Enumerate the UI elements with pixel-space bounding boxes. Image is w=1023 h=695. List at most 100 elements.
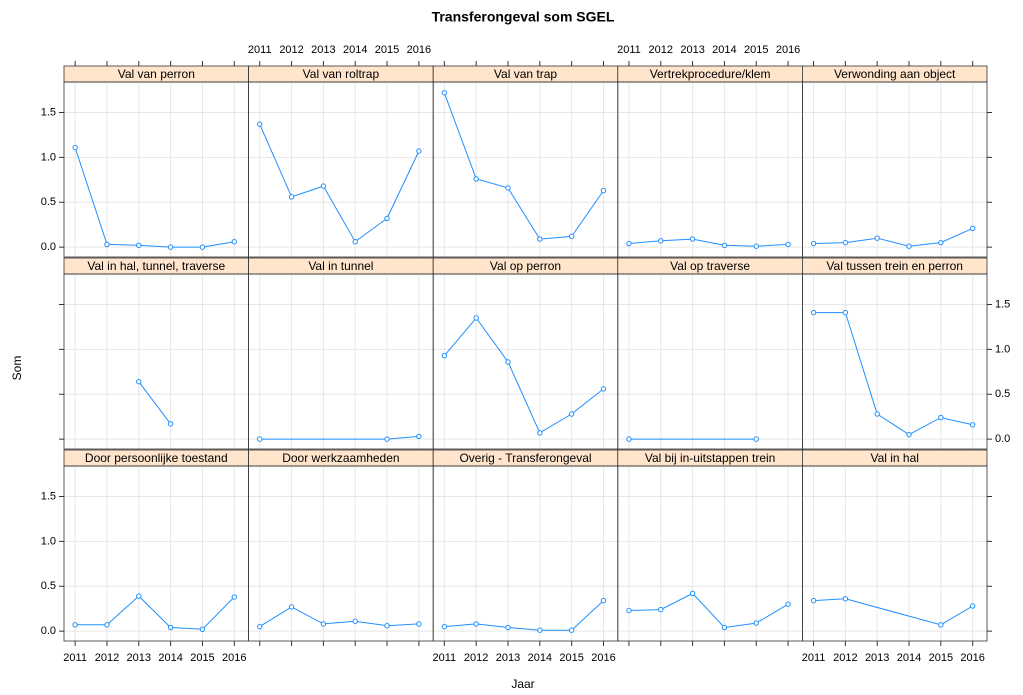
x-tick-label: 2015 [190,652,214,664]
marker [288,604,295,610]
strip-label: Vertrekprocedure/klem [650,67,771,81]
x-tick-label: 2014 [897,652,921,664]
panel [248,465,434,642]
panel [248,273,434,450]
marker [384,623,390,629]
x-tick-label: 2014 [158,652,182,664]
strip-label: Val bij in-uitstappen trein [645,451,776,465]
line [259,435,419,440]
panel [617,273,803,450]
marker [441,352,448,359]
marker [473,315,479,321]
strip-label: Val in hal [870,451,918,465]
marker [72,144,78,151]
line [813,598,973,626]
strip-label: Door persoonlijke toestand [85,451,228,465]
marker [537,430,543,436]
x-tick-label: 2011 [248,44,272,56]
y-tick-label: 0.0 [41,625,56,637]
marker [416,433,422,440]
panel [617,81,803,258]
panel [63,273,250,450]
x-tick-label: 2015 [375,44,399,56]
marker [537,236,543,242]
x-tick-label: 2016 [591,652,615,664]
line [75,595,235,630]
marker [320,621,327,627]
marker [257,121,263,127]
marker [568,627,575,633]
marker [689,590,696,597]
marker [505,624,511,631]
marker [600,187,607,194]
marker [257,436,263,442]
chart-title: Transferongeval som SGEL [432,9,615,25]
marker [384,215,390,222]
x-tick-label: 2014 [712,44,736,56]
x-tick-label: 2012 [464,652,488,664]
marker [938,622,944,628]
marker [842,239,849,246]
marker [969,422,976,428]
x-tick-label: 2015 [929,652,953,664]
marker [938,414,944,421]
panel [802,273,988,450]
y-tick-label: 0.0 [41,241,56,253]
marker [721,242,728,249]
marker [537,627,543,633]
x-tick-label: 2011 [617,44,641,56]
marker [136,242,142,249]
marker [600,597,607,604]
line [259,123,420,243]
marker [753,436,759,442]
strip-label: Val op perron [490,259,561,273]
y-tick-label: 1.5 [41,106,56,118]
marker [352,239,358,245]
line [74,147,235,248]
x-tick-label: 2012 [833,652,857,664]
y-tick-label: 1.0 [995,343,1010,355]
line [443,317,604,434]
strip-label: Val van trap [494,67,557,81]
marker [568,411,575,417]
panel [432,273,619,450]
marker [505,359,511,365]
panel [248,81,434,258]
line [628,238,789,247]
marker [104,622,110,628]
x-tick-label: 2015 [744,44,768,56]
marker [969,603,976,609]
marker [785,601,791,607]
marker [167,624,174,631]
marker [600,386,607,392]
marker [568,233,575,240]
marker [167,421,174,427]
marker [810,240,817,247]
strip-label: Overig - Transferongeval [459,451,591,465]
x-tick-label: 2012 [279,44,303,56]
marker [72,622,78,628]
strip-label: Door werkzaamheden [282,451,399,465]
strip-label: Val tussen trein en perron [826,259,963,273]
marker [874,411,880,417]
panel [432,81,619,258]
marker [906,431,912,438]
line [259,606,419,628]
marker [969,225,976,231]
marker [231,594,237,600]
panel [617,465,803,642]
line [443,92,604,240]
y-tick-label: 1.0 [41,151,56,163]
x-tick-label: 2011 [802,652,826,664]
line [628,592,789,629]
x-tick-label: 2016 [776,44,800,56]
line [813,312,973,436]
marker [473,176,479,182]
strip-label: Val van perron [118,67,195,81]
strip-label: Verwonding aan object [834,67,956,81]
marker [416,621,422,627]
line [138,381,171,425]
x-tick-label: 2016 [222,652,246,664]
line [813,227,973,247]
